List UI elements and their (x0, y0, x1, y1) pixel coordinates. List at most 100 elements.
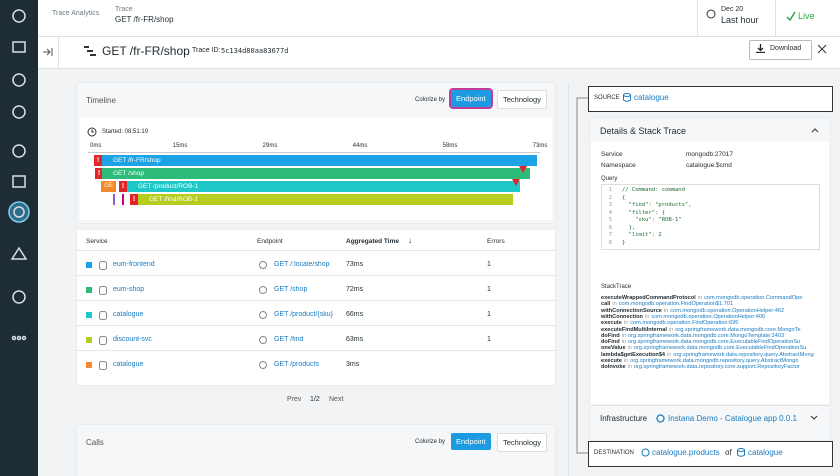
row-divider (77, 350, 555, 351)
axis-tick: 15ms (172, 143, 188, 149)
divider (775, 0, 776, 36)
query-line: { (622, 194, 626, 201)
endpoint-icon (259, 311, 267, 319)
destination-service[interactable]: catalogue (748, 448, 783, 457)
divider (568, 83, 569, 476)
service-name[interactable]: eum-frontend (113, 261, 155, 268)
line-number: 6 (608, 224, 612, 231)
endpoint-name[interactable]: GET /product/{sku} (274, 311, 334, 318)
destination-endpoint[interactable]: catalogue.products (652, 448, 720, 457)
endpoint-option[interactable]: Endpoint (449, 88, 493, 109)
chevron-up[interactable] (811, 127, 819, 133)
technology-option[interactable]: Technology (497, 433, 547, 452)
clock-icon (87, 127, 97, 137)
frame-location: com.mongodb.operation.FindOperation:695 (630, 320, 739, 327)
close-icon[interactable] (817, 44, 827, 54)
service-name[interactable]: eum-shop (113, 286, 145, 293)
frame-in: in (612, 301, 617, 308)
breadcrumb-section: Trace (115, 6, 133, 13)
frame-in: in (644, 313, 650, 320)
frame-location: com.mongodb.operation.OperationHelper:40… (651, 313, 766, 320)
stack-frame: lambda$getExecution$4 in org.springframewo… (601, 352, 816, 358)
divider (697, 0, 698, 36)
aggregated-time: 73ms (346, 261, 364, 268)
row-divider (77, 325, 555, 326)
service-name[interactable]: catalogue (113, 311, 144, 318)
row-divider (77, 275, 555, 276)
frame-location: com.mongodb.operation.CommandOpe (704, 295, 803, 301)
frame-in: in (623, 320, 629, 327)
technology-option[interactable]: Technology (497, 90, 547, 109)
field-label: Namespace (601, 162, 636, 169)
endpoint-name[interactable]: GET /shop (274, 286, 308, 293)
line-number: 1 (608, 187, 612, 193)
source-box (588, 86, 833, 112)
destination-box (588, 441, 833, 467)
span-bar[interactable]: GET /shop (102, 168, 530, 179)
service-name[interactable]: catalogue (113, 361, 144, 368)
download-icon (756, 44, 765, 53)
service-color (86, 312, 92, 318)
breadcrumb-root[interactable]: Trace Analytics (52, 10, 100, 17)
infra-icon (656, 414, 665, 423)
db-icon (99, 361, 107, 370)
frame-in: in (663, 307, 669, 314)
collapse-icon[interactable] (42, 47, 54, 57)
live[interactable]: Live (798, 11, 815, 21)
db-icon (99, 311, 107, 320)
row-divider (77, 250, 555, 251)
frame-method: withConnectionSource (601, 307, 662, 314)
next-page[interactable]: Next (329, 396, 344, 403)
prev-page[interactable]: Prev (287, 396, 302, 403)
endpoint-name[interactable]: GET /products (274, 361, 320, 368)
infrastructure[interactable]: Instana Demo - Catalogue app 0.0.1 (668, 414, 797, 423)
span-bar[interactable]: GET /product/ROB-1 (127, 181, 520, 192)
frame-method: executeFindMultiInternal (601, 326, 667, 333)
error-marker: ! (94, 155, 102, 166)
axis-line (88, 152, 540, 153)
errors: 1 (487, 261, 491, 268)
live-icon (786, 11, 796, 21)
endpoint-name[interactable]: GET /:locale/shop (274, 261, 330, 268)
line-number: 7 (608, 232, 612, 238)
span-bar[interactable]: GET /find/ROB-1 (138, 194, 513, 205)
frame-method: execute (601, 358, 622, 364)
calls-title: Calls (86, 438, 104, 447)
query-line: "filter": { (622, 209, 666, 216)
frame-method: lambda$getExecution$4 (601, 351, 666, 358)
sidebar (0, 0, 38, 476)
query-line: // Command: command (622, 187, 685, 193)
time-range[interactable]: Last hour (721, 15, 759, 25)
errors: 1 (487, 311, 491, 318)
aggregated-time: 72ms (346, 286, 364, 293)
frame-location: org.springframework.data.mongodb.core.Mo… (628, 332, 785, 339)
infrastructure-label: Infrastructure (600, 414, 648, 423)
column-header: Aggregated Time (346, 238, 399, 245)
trace-id: 5c134d80aa83677d (221, 47, 289, 55)
frame-in: in (697, 295, 703, 301)
error-triangle (519, 166, 527, 173)
query-line: "limit": 2 (622, 232, 662, 238)
endpoint-option[interactable]: Endpoint (451, 433, 491, 450)
chevron-down[interactable] (810, 415, 818, 421)
download-button[interactable] (749, 40, 812, 60)
service-color (86, 337, 92, 343)
axis-tick: 73ms (532, 143, 548, 149)
date[interactable]: Dec 20 (721, 6, 744, 13)
span-bar[interactable]: GET /fr-FR/shop (102, 155, 537, 166)
service-color (86, 287, 92, 293)
top-bar (38, 0, 840, 37)
service-color (86, 362, 92, 368)
endpoint-name[interactable]: GET /find (274, 336, 304, 343)
download-label[interactable]: Download (770, 45, 802, 52)
destination-label: DESTINATION (594, 450, 634, 456)
frame-location: com.mongodb.operation.OperationHelper:46… (670, 307, 785, 314)
service-name[interactable]: discount-svc (113, 336, 152, 343)
connector (576, 97, 588, 454)
errors: 1 (487, 336, 491, 343)
errors: 1 (487, 286, 491, 293)
page-indicator: 1/2 (310, 396, 320, 403)
trace-icon (84, 46, 96, 56)
source-service[interactable]: catalogue (634, 93, 669, 102)
